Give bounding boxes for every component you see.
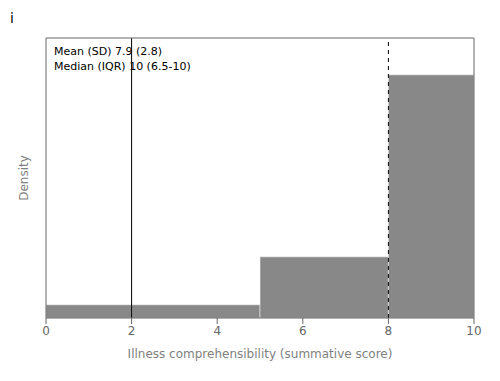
svg-text:8: 8 bbox=[385, 324, 393, 338]
html-text:Mean (SD) 7.9 (2.8): Mean (SD) 7.9 (2.8) bbox=[54, 45, 163, 58]
svg-text:4: 4 bbox=[213, 324, 221, 338]
svg-text:0: 0 bbox=[42, 324, 50, 338]
svg-text:10: 10 bbox=[466, 324, 481, 338]
svg-text:2: 2 bbox=[128, 324, 136, 338]
svg-text:6: 6 bbox=[299, 324, 307, 338]
html-text:i: i bbox=[10, 10, 14, 26]
svg-text:Density: Density bbox=[17, 155, 31, 201]
svg-text:Illness comprehensibility (sum: Illness comprehensibility (summative sco… bbox=[128, 347, 393, 361]
html-text:Median (IQR) 10 (6.5-10): Median (IQR) 10 (6.5-10) bbox=[54, 60, 191, 73]
